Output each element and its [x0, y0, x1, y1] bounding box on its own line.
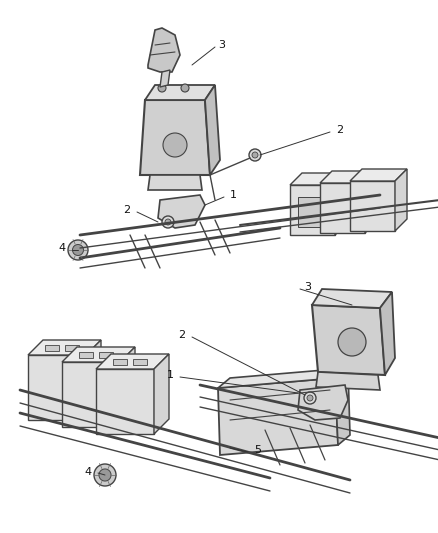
Circle shape — [158, 84, 166, 92]
Polygon shape — [96, 369, 154, 434]
Circle shape — [180, 84, 189, 92]
Circle shape — [162, 216, 173, 228]
Polygon shape — [379, 292, 394, 375]
Text: 3: 3 — [218, 40, 225, 50]
Circle shape — [251, 152, 258, 158]
Circle shape — [303, 392, 315, 404]
Polygon shape — [290, 173, 346, 185]
Polygon shape — [311, 289, 391, 308]
Text: 4: 4 — [84, 467, 92, 477]
Polygon shape — [290, 185, 334, 235]
Polygon shape — [349, 169, 406, 181]
Polygon shape — [113, 359, 127, 365]
Polygon shape — [140, 100, 209, 175]
Polygon shape — [154, 354, 169, 434]
Polygon shape — [120, 347, 135, 427]
Polygon shape — [62, 347, 135, 362]
Polygon shape — [205, 85, 219, 175]
Polygon shape — [86, 340, 101, 420]
Text: 2: 2 — [123, 205, 130, 215]
Text: 3: 3 — [304, 282, 311, 292]
Text: 1: 1 — [166, 370, 173, 380]
Circle shape — [165, 219, 171, 225]
Text: 2: 2 — [178, 330, 185, 340]
Circle shape — [337, 328, 365, 356]
Polygon shape — [96, 354, 169, 369]
Polygon shape — [334, 173, 346, 235]
Text: 2: 2 — [336, 125, 343, 135]
Polygon shape — [28, 355, 86, 420]
Polygon shape — [364, 171, 376, 233]
Polygon shape — [334, 368, 349, 445]
Polygon shape — [133, 359, 147, 365]
Circle shape — [99, 469, 111, 481]
Text: 4: 4 — [58, 243, 65, 253]
Polygon shape — [311, 305, 384, 375]
Polygon shape — [148, 175, 201, 190]
Polygon shape — [65, 345, 79, 351]
Polygon shape — [394, 169, 406, 231]
Text: 5: 5 — [254, 445, 261, 455]
Polygon shape — [145, 85, 215, 100]
Polygon shape — [315, 372, 379, 390]
Polygon shape — [99, 352, 113, 358]
Polygon shape — [297, 385, 347, 420]
Polygon shape — [148, 28, 180, 72]
Polygon shape — [218, 378, 337, 455]
Polygon shape — [62, 362, 120, 427]
Polygon shape — [319, 183, 364, 233]
Text: 1: 1 — [229, 190, 236, 200]
Circle shape — [248, 149, 261, 161]
Polygon shape — [297, 197, 326, 227]
Circle shape — [94, 464, 116, 486]
Polygon shape — [218, 368, 347, 388]
Circle shape — [162, 133, 187, 157]
Polygon shape — [349, 181, 394, 231]
Polygon shape — [319, 171, 376, 183]
Polygon shape — [158, 195, 205, 228]
Circle shape — [72, 245, 83, 255]
Circle shape — [306, 395, 312, 401]
Polygon shape — [79, 352, 93, 358]
Polygon shape — [45, 345, 59, 351]
Polygon shape — [159, 70, 170, 87]
Circle shape — [68, 240, 88, 260]
Polygon shape — [28, 340, 101, 355]
